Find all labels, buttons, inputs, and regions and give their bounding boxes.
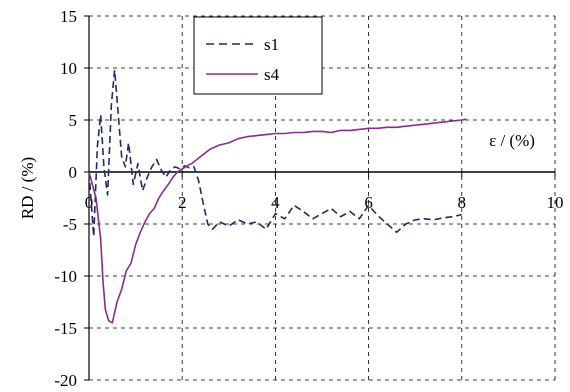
y-tick-labels: 15 10 5 0 -5 -10 -15 -20 — [54, 7, 77, 390]
x-tick-labels: 0 2 4 6 8 10 — [85, 193, 564, 212]
y-tick-label: -20 — [54, 371, 77, 390]
x-tick-label: 10 — [547, 193, 564, 212]
y-tick-label: 10 — [60, 59, 77, 78]
series-line-s4 — [88, 118, 467, 324]
y-tick-label: -15 — [54, 319, 77, 338]
y-axis-label: RD / (%) — [18, 157, 37, 219]
series-lines — [88, 69, 467, 324]
y-tick-label: -5 — [63, 215, 77, 234]
x-tick-label: 6 — [364, 193, 373, 212]
x-axis-label: ε / (%) — [489, 131, 535, 150]
y-tick-label: 0 — [69, 163, 78, 182]
y-tick-label: 15 — [60, 7, 77, 26]
legend-box — [193, 16, 323, 95]
x-tick-label: 0 — [85, 193, 94, 212]
x-tick-label: 8 — [458, 193, 467, 212]
legend-label-s4: s4 — [264, 65, 280, 84]
series-line-s1 — [88, 69, 462, 238]
x-tick-label: 2 — [178, 193, 187, 212]
legend-label-s1: s1 — [264, 35, 279, 54]
legend: s1 s4 — [193, 16, 323, 95]
y-tick-label: -10 — [54, 267, 77, 286]
x-tick-label: 4 — [271, 193, 280, 212]
y-tick-label: 5 — [69, 111, 78, 130]
